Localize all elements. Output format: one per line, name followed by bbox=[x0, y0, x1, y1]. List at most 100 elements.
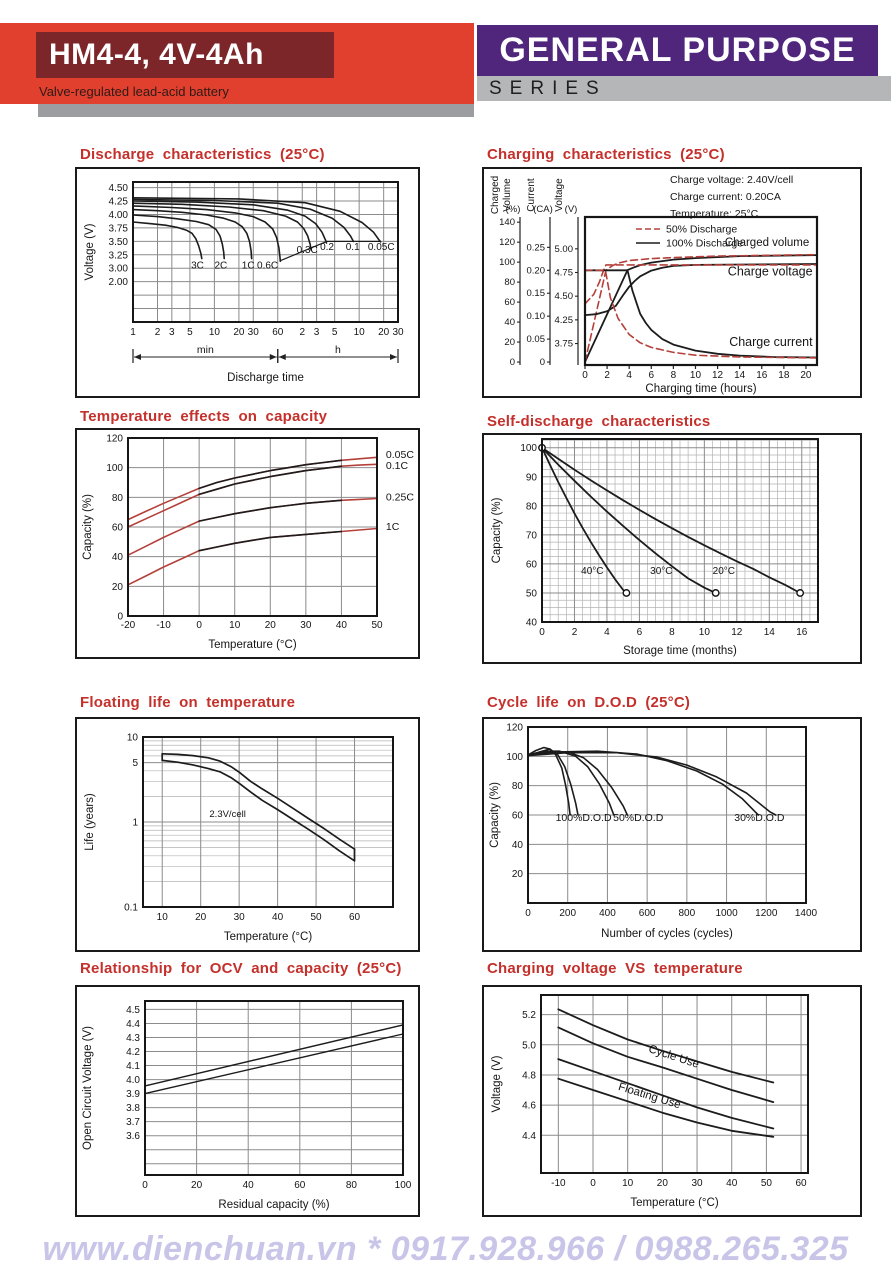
svg-text:40: 40 bbox=[272, 912, 284, 923]
svg-text:4.50: 4.50 bbox=[555, 291, 574, 302]
ocv-capacity-chart: 0 20 40 60 80 100 4.5 4.4 4.3 4.2 4.1 4.0 3.9 3.8 3.7 3… bbox=[82, 1000, 412, 1211]
svg-text:1C: 1C bbox=[242, 260, 255, 271]
svg-text:20: 20 bbox=[112, 582, 124, 593]
svg-text:100% Discharge: 100% Discharge bbox=[666, 238, 743, 250]
ocv-capacity-chart-panel: 0 20 40 60 80 100 4.5 4.4 4.3 4.2 4.1 4.0 3.9 3.8 3.7 3… bbox=[75, 985, 420, 1217]
svg-text:40°C: 40°C bbox=[581, 566, 603, 577]
svg-text:14: 14 bbox=[764, 627, 776, 638]
svg-text:20: 20 bbox=[265, 620, 277, 631]
discharge-chart: 1 2 3 5 10 20 30 60 2 3 5 10 20 304.504.254.003.753.5… bbox=[84, 181, 404, 384]
svg-text:-20: -20 bbox=[121, 620, 136, 631]
svg-text:3.75: 3.75 bbox=[109, 223, 129, 234]
svg-text:3: 3 bbox=[169, 327, 175, 338]
svg-text:0.25: 0.25 bbox=[527, 242, 546, 253]
svg-text:4.50: 4.50 bbox=[109, 183, 129, 194]
svg-text:3.7: 3.7 bbox=[126, 1117, 140, 1128]
temp-capacity-chart: -20 -10 0 10 20 30 40 50 0 20 40 60 80 100 120 0.05C0.1… bbox=[82, 434, 414, 652]
svg-text:3: 3 bbox=[314, 327, 320, 338]
header-gray-strip bbox=[38, 104, 474, 117]
svg-text:16: 16 bbox=[756, 370, 768, 381]
svg-text:0.6C: 0.6C bbox=[257, 260, 278, 271]
svg-text:4.4: 4.4 bbox=[522, 1131, 536, 1142]
model-title: HM4-4, 4V-4Ah bbox=[49, 38, 264, 71]
chart-discharge-content: 1 2 3 5 10 20 30 60 2 3 5 10 20 304.504.254.003.753.5… bbox=[84, 181, 404, 384]
svg-text:3.75: 3.75 bbox=[555, 339, 574, 350]
svg-text:90: 90 bbox=[526, 472, 538, 483]
svg-text:120: 120 bbox=[506, 723, 523, 734]
svg-text:Capacity (%): Capacity (%) bbox=[82, 494, 94, 560]
svg-text:0.3C: 0.3C bbox=[297, 245, 318, 256]
svg-text:4.2: 4.2 bbox=[126, 1047, 140, 1058]
svg-text:min: min bbox=[197, 344, 214, 356]
chart-title-ocv-capacity: Relationship for OCV and capacity (25°C) bbox=[80, 960, 402, 977]
svg-text:20°C: 20°C bbox=[713, 566, 735, 577]
svg-text:10: 10 bbox=[690, 370, 702, 381]
svg-text:80: 80 bbox=[504, 277, 515, 288]
svg-text:Charge voltage: Charge voltage bbox=[728, 264, 813, 278]
svg-text:1: 1 bbox=[130, 327, 136, 338]
svg-text:Discharge time: Discharge time bbox=[227, 372, 304, 384]
svg-text:0: 0 bbox=[142, 1180, 148, 1191]
charging-chart: 0 2 4 6 8 10 12 14 16 18 20 0 20 40 60 80 100 120 140 (%) Ch… bbox=[490, 174, 819, 395]
svg-text:40: 40 bbox=[526, 618, 538, 629]
svg-text:3.9: 3.9 bbox=[126, 1089, 140, 1100]
svg-text:(%): (%) bbox=[506, 204, 521, 215]
svg-text:-10: -10 bbox=[156, 620, 171, 631]
svg-text:60: 60 bbox=[294, 1180, 306, 1191]
svg-text:100: 100 bbox=[506, 752, 523, 763]
svg-text:0.05: 0.05 bbox=[527, 334, 546, 345]
svg-text:1: 1 bbox=[132, 818, 138, 829]
svg-text:60: 60 bbox=[796, 1178, 808, 1189]
svg-text:Open Circuit Voltage (V): Open Circuit Voltage (V) bbox=[82, 1026, 94, 1150]
svg-text:1000: 1000 bbox=[715, 908, 738, 919]
svg-text:Charged volume: Charged volume bbox=[725, 237, 809, 249]
svg-text:Temperature (°C): Temperature (°C) bbox=[224, 931, 312, 943]
svg-text:70: 70 bbox=[526, 530, 538, 541]
svg-text:4.5: 4.5 bbox=[126, 1005, 140, 1016]
svg-text:120: 120 bbox=[106, 434, 123, 445]
svg-text:50: 50 bbox=[526, 588, 538, 599]
svg-text:600: 600 bbox=[639, 908, 656, 919]
charging-voltage-temp-chart-panel: -10 0 10 20 30 40 50 60 4.4 4.6 4.8 5.0 5.2 Cycle Use… bbox=[482, 985, 862, 1217]
svg-text:Temperature: 25°C: Temperature: 25°C bbox=[670, 208, 759, 220]
svg-text:5: 5 bbox=[132, 758, 138, 769]
svg-text:6: 6 bbox=[637, 627, 643, 638]
svg-text:Number of cycles (cycles): Number of cycles (cycles) bbox=[601, 928, 733, 940]
svg-text:0.05C: 0.05C bbox=[386, 449, 414, 461]
svg-text:8: 8 bbox=[671, 370, 677, 381]
svg-text:40: 40 bbox=[512, 840, 524, 851]
svg-text:20: 20 bbox=[233, 327, 245, 338]
svg-text:Voltage (V): Voltage (V) bbox=[491, 1055, 503, 1112]
floating-life-chart: 10 20 30 40 50 60 0.1 1 5 10 2.3V/cell Temperature … bbox=[84, 733, 394, 943]
svg-text:(CA): (CA) bbox=[533, 204, 553, 215]
svg-text:4.3: 4.3 bbox=[126, 1033, 140, 1044]
svg-text:Charging time (hours): Charging time (hours) bbox=[645, 383, 756, 395]
svg-text:0.2: 0.2 bbox=[320, 242, 334, 253]
charging-chart-panel: 0 2 4 6 8 10 12 14 16 18 20 0 20 40 60 80 100 120 140 (%) Ch… bbox=[482, 167, 862, 398]
svg-text:0: 0 bbox=[525, 908, 531, 919]
svg-text:30: 30 bbox=[300, 620, 312, 631]
svg-text:10: 10 bbox=[699, 627, 711, 638]
svg-text:1C: 1C bbox=[386, 521, 400, 533]
svg-text:60: 60 bbox=[504, 297, 515, 308]
svg-text:0: 0 bbox=[196, 620, 202, 631]
svg-text:Capacity (%): Capacity (%) bbox=[491, 497, 503, 563]
svg-text:0.05C: 0.05C bbox=[368, 242, 395, 253]
svg-text:2C: 2C bbox=[214, 260, 227, 271]
svg-text:-10: -10 bbox=[551, 1178, 566, 1189]
cycle-life-chart: 0 200 400 600 800 1000 1200 1400 20 40 60 80 100 120 1… bbox=[489, 723, 818, 941]
svg-text:40: 40 bbox=[243, 1180, 255, 1191]
svg-text:4.4: 4.4 bbox=[126, 1019, 140, 1030]
svg-text:10: 10 bbox=[127, 733, 139, 744]
svg-text:3.50: 3.50 bbox=[109, 237, 129, 248]
svg-text:Charge current: 0.20CA: Charge current: 0.20CA bbox=[670, 191, 781, 203]
svg-text:3.8: 3.8 bbox=[126, 1103, 140, 1114]
svg-text:2.3V/cell: 2.3V/cell bbox=[209, 809, 245, 820]
svg-text:0.10: 0.10 bbox=[527, 311, 546, 322]
chart-title-temp-capacity: Temperature effects on capacity bbox=[80, 408, 328, 425]
svg-text:0: 0 bbox=[117, 612, 123, 623]
svg-text:80: 80 bbox=[112, 493, 124, 504]
svg-text:8: 8 bbox=[669, 627, 675, 638]
svg-text:50%D.O.D: 50%D.O.D bbox=[613, 812, 664, 824]
